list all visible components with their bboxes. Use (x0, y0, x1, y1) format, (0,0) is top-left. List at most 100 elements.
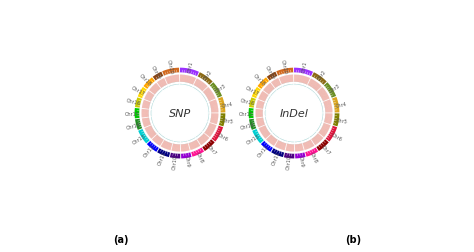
Polygon shape (282, 134, 285, 140)
Polygon shape (273, 94, 278, 99)
Polygon shape (168, 87, 171, 94)
Polygon shape (257, 103, 264, 105)
Polygon shape (305, 143, 307, 150)
Polygon shape (195, 92, 200, 98)
Polygon shape (314, 100, 320, 103)
Polygon shape (147, 129, 153, 133)
Polygon shape (154, 137, 159, 142)
Polygon shape (299, 85, 301, 92)
Polygon shape (325, 120, 332, 121)
Polygon shape (143, 105, 149, 106)
Polygon shape (270, 126, 276, 130)
Polygon shape (210, 122, 217, 124)
Polygon shape (188, 86, 190, 93)
Polygon shape (166, 78, 169, 84)
Polygon shape (258, 99, 265, 102)
Polygon shape (286, 144, 288, 151)
Polygon shape (158, 139, 162, 145)
Polygon shape (315, 137, 319, 143)
Polygon shape (314, 102, 320, 105)
Polygon shape (154, 102, 160, 105)
Polygon shape (194, 91, 199, 97)
Polygon shape (265, 108, 273, 109)
Polygon shape (272, 82, 276, 88)
Polygon shape (169, 134, 172, 141)
Polygon shape (308, 91, 313, 97)
Polygon shape (177, 85, 178, 92)
Polygon shape (314, 123, 320, 126)
Polygon shape (210, 101, 216, 103)
Polygon shape (312, 83, 317, 88)
Polygon shape (279, 142, 282, 149)
Polygon shape (178, 136, 179, 143)
Polygon shape (290, 76, 291, 82)
Polygon shape (322, 96, 328, 99)
Polygon shape (312, 126, 319, 130)
Polygon shape (261, 95, 266, 98)
Polygon shape (259, 98, 265, 101)
Polygon shape (268, 85, 273, 90)
Polygon shape (272, 139, 276, 145)
Polygon shape (202, 115, 209, 116)
Polygon shape (146, 128, 152, 131)
Polygon shape (255, 111, 263, 112)
Polygon shape (309, 80, 312, 86)
Polygon shape (262, 92, 268, 96)
Polygon shape (190, 88, 193, 94)
Polygon shape (190, 87, 193, 94)
Polygon shape (306, 89, 310, 95)
Polygon shape (200, 84, 204, 89)
Polygon shape (174, 145, 175, 151)
Polygon shape (316, 86, 321, 91)
Polygon shape (325, 110, 332, 111)
Polygon shape (191, 78, 193, 84)
Polygon shape (155, 124, 161, 128)
Polygon shape (255, 115, 263, 116)
Polygon shape (154, 136, 158, 142)
Polygon shape (151, 108, 158, 109)
Polygon shape (310, 129, 315, 134)
Polygon shape (185, 135, 187, 142)
Polygon shape (157, 95, 163, 100)
Polygon shape (192, 78, 195, 85)
Polygon shape (266, 107, 273, 108)
Polygon shape (175, 145, 176, 151)
Polygon shape (321, 94, 328, 98)
Polygon shape (158, 128, 164, 133)
Polygon shape (146, 95, 153, 99)
Polygon shape (195, 93, 201, 98)
Polygon shape (310, 81, 314, 87)
Polygon shape (154, 102, 160, 105)
Polygon shape (201, 105, 208, 107)
Polygon shape (162, 131, 166, 136)
Polygon shape (182, 85, 183, 92)
Polygon shape (182, 136, 183, 142)
Polygon shape (286, 135, 288, 142)
Polygon shape (266, 120, 273, 122)
Polygon shape (191, 78, 194, 84)
Polygon shape (142, 119, 149, 120)
Polygon shape (283, 143, 284, 150)
Polygon shape (202, 86, 207, 91)
Polygon shape (148, 93, 154, 97)
Polygon shape (297, 85, 298, 92)
Polygon shape (188, 134, 191, 140)
Polygon shape (297, 145, 298, 152)
Polygon shape (211, 118, 218, 119)
Polygon shape (155, 125, 161, 128)
Polygon shape (316, 118, 323, 119)
Polygon shape (268, 124, 274, 128)
Polygon shape (257, 122, 264, 124)
Polygon shape (196, 141, 199, 147)
Polygon shape (198, 82, 202, 88)
Polygon shape (270, 98, 275, 102)
Polygon shape (201, 122, 207, 125)
Polygon shape (266, 121, 273, 123)
Polygon shape (190, 88, 193, 94)
Polygon shape (282, 77, 284, 84)
Polygon shape (268, 101, 274, 104)
Polygon shape (169, 77, 171, 84)
Polygon shape (267, 123, 274, 125)
Polygon shape (285, 76, 287, 83)
Polygon shape (211, 106, 218, 107)
